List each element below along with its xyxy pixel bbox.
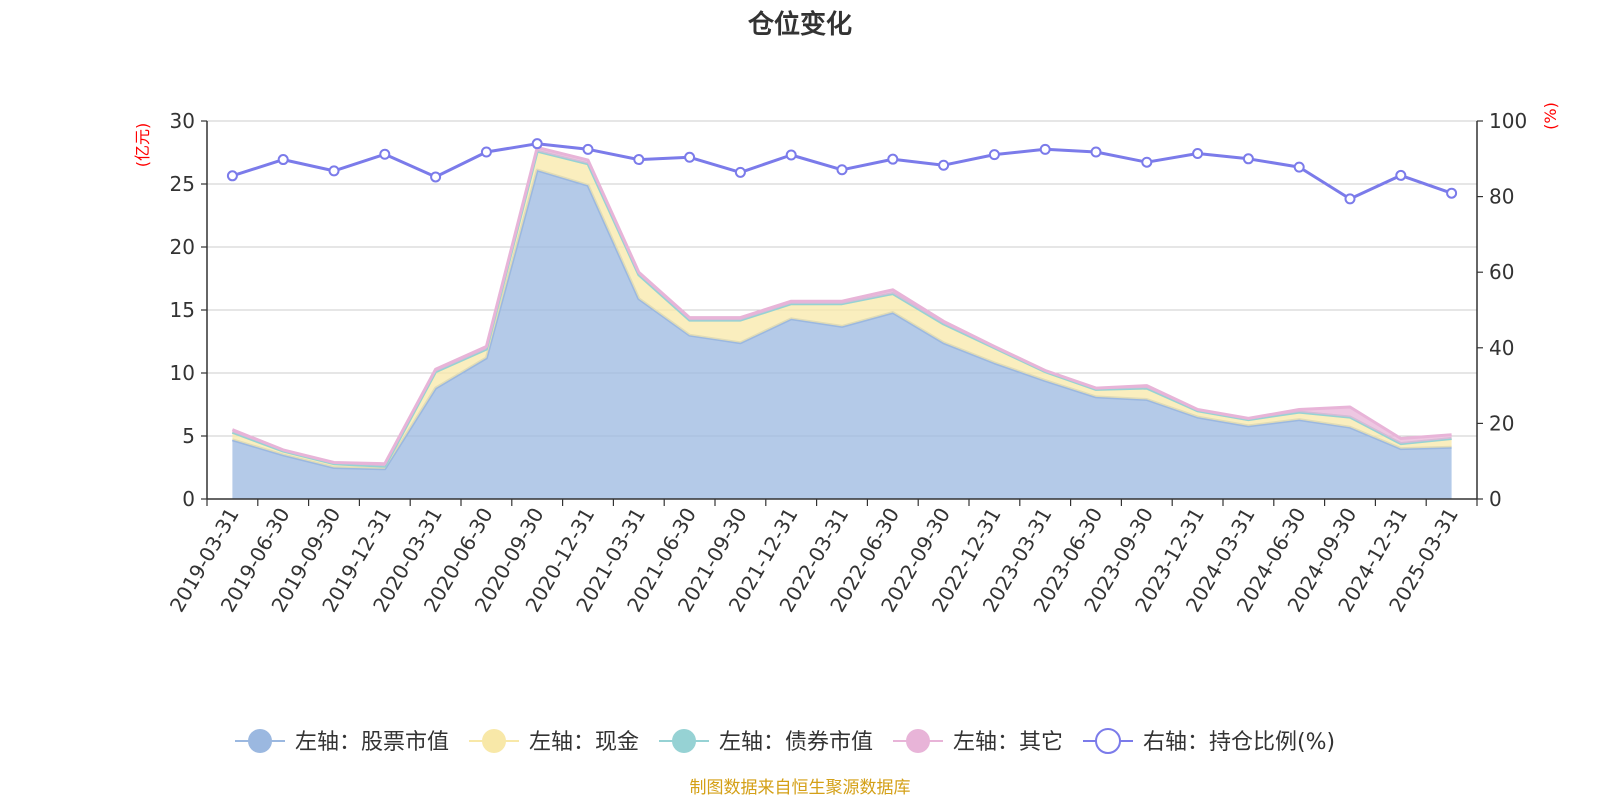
ratio-point xyxy=(430,171,442,183)
left-axis-unit: (亿元) xyxy=(133,123,152,168)
ratio-point xyxy=(480,146,492,158)
legend: 左轴：股票市值 左轴：现金 左轴：债券市值 左轴：其它 右轴：持仓比例(%) xyxy=(235,728,1335,755)
legend-item-2[interactable]: 左轴：债券市值 xyxy=(659,729,873,755)
right-tick-label: 0 xyxy=(1489,487,1502,511)
ratio-point xyxy=(582,143,594,155)
ratio-point xyxy=(277,154,289,166)
legend-label: 左轴：债券市值 xyxy=(719,730,873,755)
ratio-point xyxy=(1090,146,1102,158)
left-tick-label: 5 xyxy=(182,424,195,448)
legend-item-1[interactable]: 左轴：现金 xyxy=(469,729,639,755)
legend-marker xyxy=(1095,728,1121,754)
legend-label: 左轴：股票市值 xyxy=(295,730,449,755)
legend-item-3[interactable]: 左轴：其它 xyxy=(893,729,1063,755)
left-tick-label: 25 xyxy=(170,172,195,196)
ratio-point xyxy=(836,164,848,176)
right-tick-label: 80 xyxy=(1489,185,1514,209)
right-axis-unit: (%) xyxy=(1541,102,1560,130)
legend-marker xyxy=(482,729,506,753)
ratio-point xyxy=(988,149,1000,161)
right-tick-label: 20 xyxy=(1489,411,1514,435)
ratio-point xyxy=(938,159,950,171)
ratio-point xyxy=(328,165,340,177)
ratio-point xyxy=(734,166,746,178)
ratio-line xyxy=(226,138,1458,205)
ratio-point xyxy=(1141,156,1153,168)
left-tick-label: 0 xyxy=(182,487,195,511)
ratio-point xyxy=(531,138,543,150)
stacked-areas xyxy=(231,146,1452,499)
right-tick-label: 60 xyxy=(1489,260,1514,284)
ratio-point xyxy=(379,148,391,160)
left-tick-label: 30 xyxy=(170,109,195,133)
legend-item-4[interactable]: 右轴：持仓比例(%) xyxy=(1083,728,1335,755)
ratio-point xyxy=(887,153,899,165)
ratio-point xyxy=(1242,153,1254,165)
area-edge-3 xyxy=(231,146,1452,466)
left-tick-label: 20 xyxy=(170,235,195,259)
chart-title: 仓位变化 xyxy=(747,9,852,40)
ratio-point xyxy=(1395,169,1407,181)
ratio-point xyxy=(226,170,238,182)
ratio-point xyxy=(684,151,696,163)
right-tick-label: 40 xyxy=(1489,336,1514,360)
ratio-point xyxy=(1293,161,1305,173)
legend-marker xyxy=(906,729,930,753)
ratio-point xyxy=(1344,193,1356,205)
legend-label: 右轴：持仓比例(%) xyxy=(1143,730,1335,755)
legend-marker xyxy=(672,729,696,753)
ratio-point xyxy=(1192,148,1204,160)
ratio-point xyxy=(1039,143,1051,155)
left-tick-label: 15 xyxy=(170,298,195,322)
legend-item-0[interactable]: 左轴：股票市值 xyxy=(235,729,449,755)
legend-marker xyxy=(248,729,272,753)
legend-label: 左轴：现金 xyxy=(529,730,639,755)
right-tick-label: 100 xyxy=(1489,109,1527,133)
ratio-point xyxy=(785,149,797,161)
ratio-point xyxy=(1446,187,1458,199)
legend-label: 左轴：其它 xyxy=(953,730,1063,755)
area-0 xyxy=(232,170,1452,499)
source-note: 制图数据来自恒生聚源数据库 xyxy=(690,778,911,798)
left-tick-label: 10 xyxy=(170,361,195,385)
ratio-point xyxy=(633,154,645,166)
